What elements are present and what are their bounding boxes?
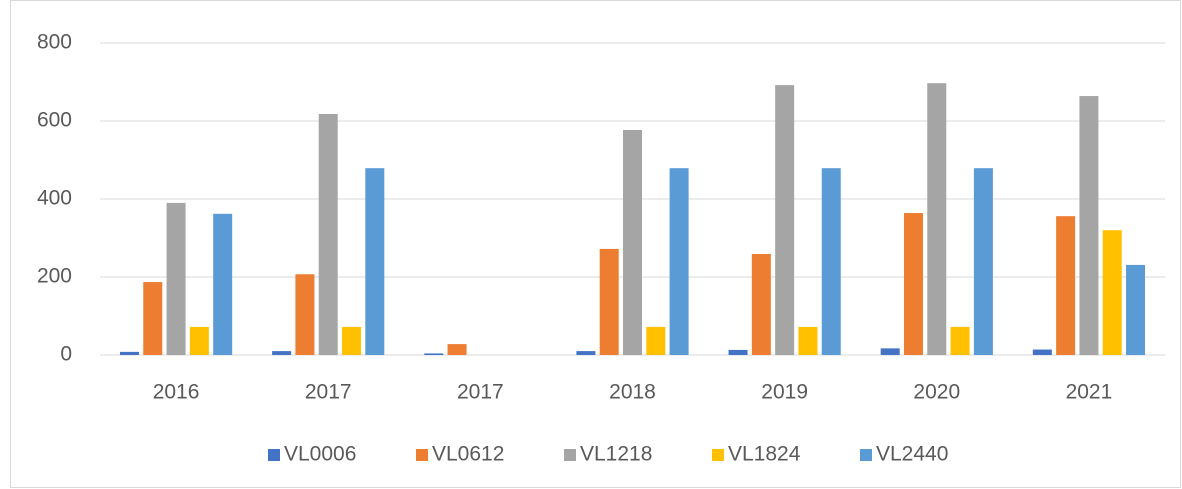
bar (927, 83, 947, 356)
bar (880, 348, 900, 355)
bar (669, 168, 689, 355)
bar (821, 168, 841, 355)
bar (798, 326, 818, 355)
x-tick-label: 2019 (761, 381, 808, 404)
bar (342, 326, 362, 355)
legend-label: VL0612 (432, 443, 504, 466)
bar (272, 351, 292, 355)
bar (318, 113, 338, 355)
y-tick-label: 600 (37, 109, 72, 132)
x-tick-label: 2021 (1066, 381, 1113, 404)
legend-label: VL0006 (284, 443, 356, 466)
bar (775, 85, 795, 356)
bar (623, 129, 642, 355)
bar (166, 202, 186, 355)
legend-swatch (416, 449, 428, 461)
bar (576, 351, 596, 355)
legend-swatch (860, 449, 872, 461)
bar (424, 353, 444, 355)
bar (213, 213, 233, 355)
y-tick-label: 200 (37, 265, 72, 288)
x-tick-label: 2017 (457, 381, 504, 404)
legend-label: VL1218 (580, 443, 652, 466)
bar (646, 326, 666, 355)
bar (447, 344, 467, 355)
bar (728, 349, 748, 355)
bar (751, 253, 771, 355)
x-tick-label: 2018 (609, 381, 656, 404)
bar (1126, 264, 1146, 355)
bar (119, 351, 139, 355)
x-tick-label: 2017 (305, 381, 352, 404)
legend-swatch (712, 449, 724, 461)
bar (1032, 349, 1052, 355)
legend-label: VL1824 (728, 443, 801, 466)
x-tick-label: 2016 (153, 381, 200, 404)
bar (1056, 216, 1076, 355)
bar (903, 213, 923, 355)
y-tick-label: 800 (37, 31, 72, 54)
y-tick-label: 400 (37, 187, 72, 210)
legend-label: VL2440 (876, 443, 948, 466)
legend-swatch (268, 449, 280, 461)
bar (143, 282, 163, 355)
bar (295, 274, 315, 355)
bar (950, 326, 970, 355)
bar (365, 168, 385, 355)
y-tick-label: 0 (60, 343, 72, 366)
legend-swatch (564, 449, 576, 461)
bar (1079, 96, 1099, 355)
bar (973, 168, 993, 355)
bar (599, 248, 619, 355)
chart-frame (10, 0, 1181, 488)
bar (189, 326, 209, 355)
x-tick-label: 2020 (913, 381, 960, 404)
bar (1102, 230, 1122, 355)
